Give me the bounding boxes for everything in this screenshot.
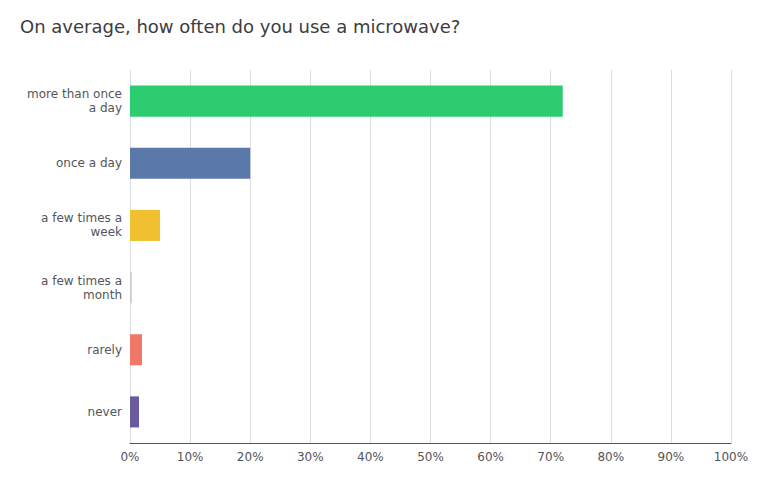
svg-text:10%: 10% bbox=[177, 450, 204, 464]
svg-text:80%: 80% bbox=[597, 450, 624, 464]
svg-text:30%: 30% bbox=[297, 450, 324, 464]
svg-text:once a day: once a day bbox=[56, 156, 122, 170]
svg-text:week: week bbox=[90, 225, 122, 239]
svg-text:a few times a: a few times a bbox=[41, 211, 122, 225]
svg-text:a day: a day bbox=[89, 101, 122, 115]
svg-text:On average, how often do you u: On average, how often do you use a micro… bbox=[20, 16, 460, 37]
svg-text:never: never bbox=[88, 405, 122, 419]
svg-text:more than once: more than once bbox=[27, 87, 122, 101]
svg-text:40%: 40% bbox=[357, 450, 384, 464]
svg-text:70%: 70% bbox=[537, 450, 564, 464]
svg-text:100%: 100% bbox=[714, 450, 748, 464]
svg-text:20%: 20% bbox=[237, 450, 264, 464]
svg-text:month: month bbox=[83, 288, 122, 302]
svg-text:90%: 90% bbox=[658, 450, 685, 464]
svg-text:60%: 60% bbox=[477, 450, 504, 464]
svg-text:a few times a: a few times a bbox=[41, 274, 122, 288]
svg-text:rarely: rarely bbox=[87, 343, 122, 357]
svg-text:50%: 50% bbox=[417, 450, 444, 464]
svg-text:0%: 0% bbox=[120, 450, 139, 464]
